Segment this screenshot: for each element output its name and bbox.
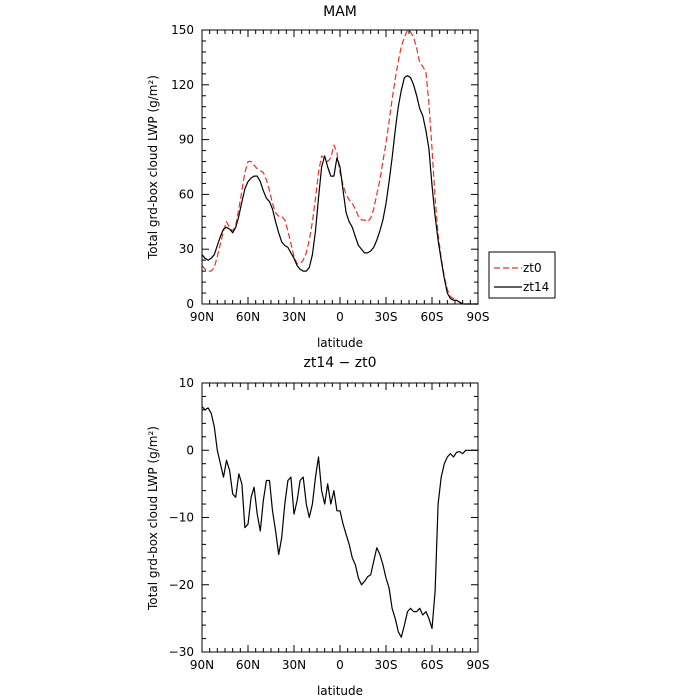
bottom-chart-panel: zt14 − zt0 90N 60N 30N 0 30S 60S 90S −30 −20 −10… [146,355,489,698]
bottom-chart-x-tick-label: 30N [282,658,306,672]
bottom-chart-x-tick-label: 60N [236,658,260,672]
top-chart-panel: MAM 90N 60N 30N 0 30S 60S 90S 0 30 60 90 120 150 la… [146,4,556,350]
bottom-chart-y-tick-label: −10 [169,511,194,525]
bottom-chart-series-group [201,406,478,638]
top-chart-x-tick-label: 0 [336,310,344,324]
top-chart-title: MAM [323,4,357,20]
top-chart-y-tick-label: 60 [179,187,194,201]
bottom-chart-x-tick-label: 0 [336,658,344,672]
bottom-chart-x-axis-label: latitude [317,684,363,698]
top-chart-y-tick-label: 120 [171,78,194,92]
bottom-chart-x-tick-label: 30S [375,658,398,672]
bottom-chart-x-ticks: 90N 60N 30N 0 30S 60S 90S [190,383,490,672]
top-chart-legend: zt0 zt14 [488,251,556,299]
top-chart-x-ticks: 90N 60N 30N 0 30S 60S 90S [190,30,490,324]
legend-label-zt0: zt0 [523,261,542,275]
bottom-chart-y-tick-label: −30 [169,645,194,659]
top-chart-y-axis-label: Total grd-box cloud LWP (g/m²) [146,75,160,260]
bottom-chart-x-tick-label: 90N [190,658,214,672]
bottom-chart-y-tick-label: −20 [169,578,194,592]
bottom-chart-plot-frame [201,382,479,653]
top-chart-y-tick-label: 150 [171,23,194,37]
bottom-chart-y-tick-label: 0 [186,443,194,457]
top-chart-x-tick-label: 60N [236,310,260,324]
top-chart-x-tick-label: 30N [282,310,306,324]
legend-frame [488,251,556,299]
top-chart-x-tick-label: 90S [467,310,490,324]
top-chart-series-group [201,29,478,305]
top-chart-x-axis-label: latitude [317,336,363,350]
top-chart-series-line-zt14 [201,75,478,305]
top-chart-x-tick-label: 30S [375,310,398,324]
bottom-chart-y-axis-label: Total grd-box cloud LWP (g/m²) [146,426,160,611]
top-chart-y-ticks: 0 30 60 90 120 150 [171,23,478,311]
bottom-chart-y-tick-label: 10 [179,376,194,390]
top-chart-x-tick-label: 90N [190,310,214,324]
top-chart-series-line-zt0 [201,29,478,305]
bottom-chart-series-line-series-0 [201,406,478,638]
bottom-chart-y-ticks: −30 −20 −10 0 10 [169,376,478,659]
legend-label-zt14: zt14 [523,280,549,294]
top-chart-y-tick-label: 90 [179,133,194,147]
bottom-chart-x-tick-label: 60S [421,658,444,672]
bottom-chart-x-tick-label: 90S [467,658,490,672]
bottom-chart-title: zt14 − zt0 [303,355,376,371]
top-chart-x-tick-label: 60S [421,310,444,324]
top-chart-y-tick-label: 30 [179,242,194,256]
top-chart-y-tick-label: 0 [186,297,194,311]
